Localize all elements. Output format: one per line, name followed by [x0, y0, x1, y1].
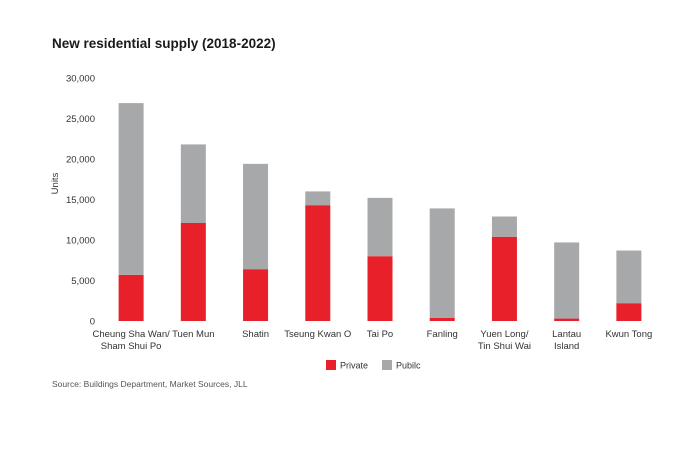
x-tick-label: Tai Po: [367, 329, 393, 340]
bar-pubilc: [554, 242, 580, 319]
bar-pubilc: [118, 103, 144, 275]
y-axis-label: Units: [50, 172, 61, 194]
bar-pubilc: [243, 163, 269, 270]
legend-swatch-private: [326, 360, 336, 370]
y-tick-label: 30,000: [66, 74, 95, 85]
bar-private: [491, 236, 517, 321]
chart-title: New residential supply (2018-2022): [52, 36, 276, 51]
bar-private: [616, 303, 642, 321]
x-tick-label: Tseung Kwan O: [284, 329, 351, 340]
x-tick-label: Lantau: [552, 329, 581, 340]
y-tick-label: 10,000: [66, 236, 95, 247]
x-tick-label: Yuen Long/: [480, 329, 528, 340]
x-tick-label: Shatin: [242, 329, 269, 340]
y-tick-label: 0: [90, 317, 95, 328]
y-tick-label: 15,000: [66, 195, 95, 206]
bar-private: [429, 317, 455, 321]
bar-pubilc: [305, 191, 331, 206]
bar-private: [180, 222, 206, 321]
bar-private: [243, 269, 269, 321]
y-tick-label: 25,000: [66, 114, 95, 125]
bar-private: [305, 205, 331, 321]
x-tick-label: Tuen Mun: [172, 329, 214, 340]
bar-pubilc: [367, 197, 393, 257]
y-tick-label: 20,000: [66, 155, 95, 166]
legend-swatch-pubilc: [382, 360, 392, 370]
x-tick-label: Sham Shui Po: [101, 341, 162, 352]
x-tick-label: Island: [554, 341, 579, 352]
x-tick-label: Tin Shui Wai: [478, 341, 531, 352]
bar-pubilc: [491, 216, 517, 237]
x-tick-label: Cheung Sha Wan/: [92, 329, 170, 340]
bar-private: [367, 256, 393, 321]
source-note: Source: Buildings Department, Market Sou…: [52, 379, 248, 389]
bar-private: [554, 318, 580, 321]
y-tick-label: 5,000: [71, 276, 95, 287]
bar-pubilc: [429, 208, 455, 318]
bar-pubilc: [180, 144, 206, 223]
legend-label: Pubilc: [396, 361, 421, 371]
legend-label: Private: [340, 361, 368, 371]
bar-private: [118, 274, 144, 321]
x-tick-label: Fanling: [427, 329, 458, 340]
bar-pubilc: [616, 250, 642, 304]
x-tick-label: Kwun Tong: [605, 329, 652, 340]
